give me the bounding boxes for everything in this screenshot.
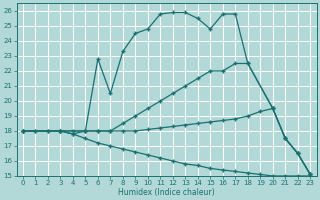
X-axis label: Humidex (Indice chaleur): Humidex (Indice chaleur) — [118, 188, 215, 197]
